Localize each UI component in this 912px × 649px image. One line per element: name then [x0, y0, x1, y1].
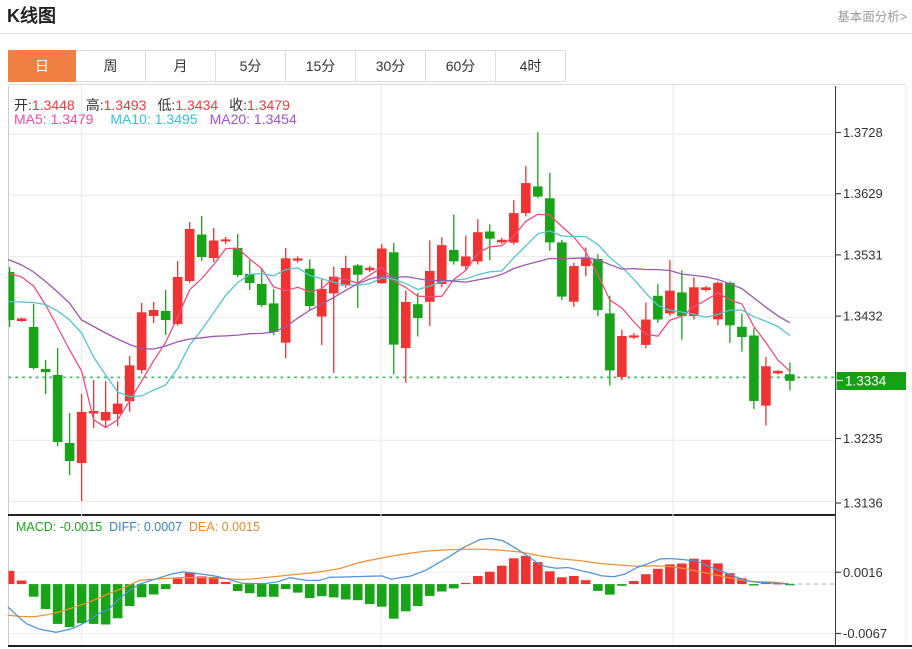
svg-text:1.3334: 1.3334: [845, 374, 887, 389]
svg-text:1.3432: 1.3432: [843, 309, 883, 324]
svg-text:1.3235: 1.3235: [843, 431, 883, 446]
svg-text:1.3728: 1.3728: [843, 125, 883, 140]
svg-text:-0.0067: -0.0067: [843, 626, 887, 641]
svg-text:1.3531: 1.3531: [843, 247, 883, 262]
svg-text:0.0016: 0.0016: [843, 565, 883, 580]
svg-text:1.3136: 1.3136: [843, 496, 883, 511]
svg-text:1.3629: 1.3629: [843, 186, 883, 201]
